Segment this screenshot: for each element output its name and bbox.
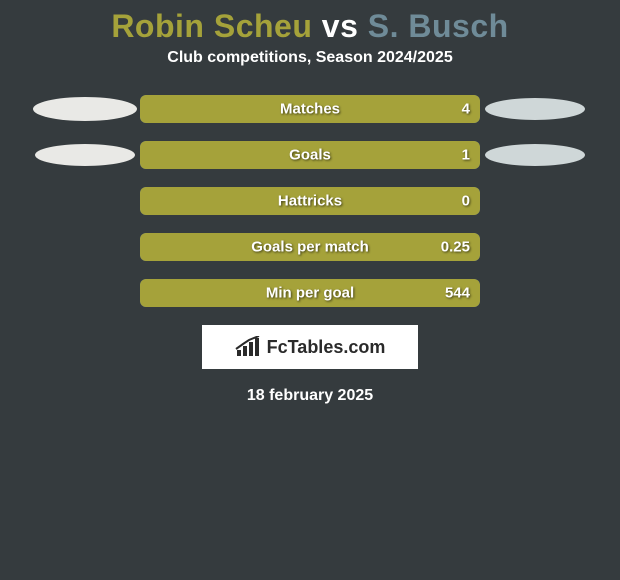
date-label: 18 february 2025	[0, 387, 620, 405]
stat-row: Hattricks 0	[0, 187, 620, 215]
stat-bar: Matches 4	[140, 95, 480, 123]
title-vs: vs	[312, 8, 367, 44]
page-title: Robin Scheu vs S. Busch	[0, 0, 620, 49]
stat-row: Goals 1	[0, 141, 620, 169]
right-ellipse-slot	[480, 144, 590, 166]
left-ellipse-slot	[30, 144, 140, 166]
player1-ellipse	[33, 97, 137, 121]
stat-label: Min per goal	[266, 285, 354, 302]
right-ellipse-slot	[480, 98, 590, 120]
stat-rows: Matches 4 Goals 1 Hattricks 0 Goals per match 0…	[0, 95, 620, 307]
stat-value: 544	[445, 285, 470, 302]
attribution-logo: FcTables.com	[202, 325, 418, 369]
chart-icon	[235, 336, 261, 358]
attribution-text: FcTables.com	[267, 337, 386, 358]
stat-label: Goals per match	[251, 239, 369, 256]
stat-value: 4	[462, 101, 470, 118]
stat-row: Min per goal 544	[0, 279, 620, 307]
stat-label: Hattricks	[278, 193, 342, 210]
stat-bar: Min per goal 544	[140, 279, 480, 307]
subtitle: Club competitions, Season 2024/2025	[0, 49, 620, 95]
stat-value: 0.25	[441, 239, 470, 256]
stat-bar: Hattricks 0	[140, 187, 480, 215]
stat-row: Goals per match 0.25	[0, 233, 620, 261]
stat-label: Matches	[280, 101, 340, 118]
stat-bar: Goals per match 0.25	[140, 233, 480, 261]
stat-row: Matches 4	[0, 95, 620, 123]
player2-ellipse	[485, 98, 585, 120]
left-ellipse-slot	[30, 97, 140, 121]
player2-ellipse	[485, 144, 585, 166]
stat-bar: Goals 1	[140, 141, 480, 169]
stat-label: Goals	[289, 147, 331, 164]
title-player2: S. Busch	[368, 8, 509, 44]
title-player1: Robin Scheu	[111, 8, 312, 44]
stat-value: 0	[462, 193, 470, 210]
stat-value: 1	[462, 147, 470, 164]
player1-ellipse	[35, 144, 135, 166]
